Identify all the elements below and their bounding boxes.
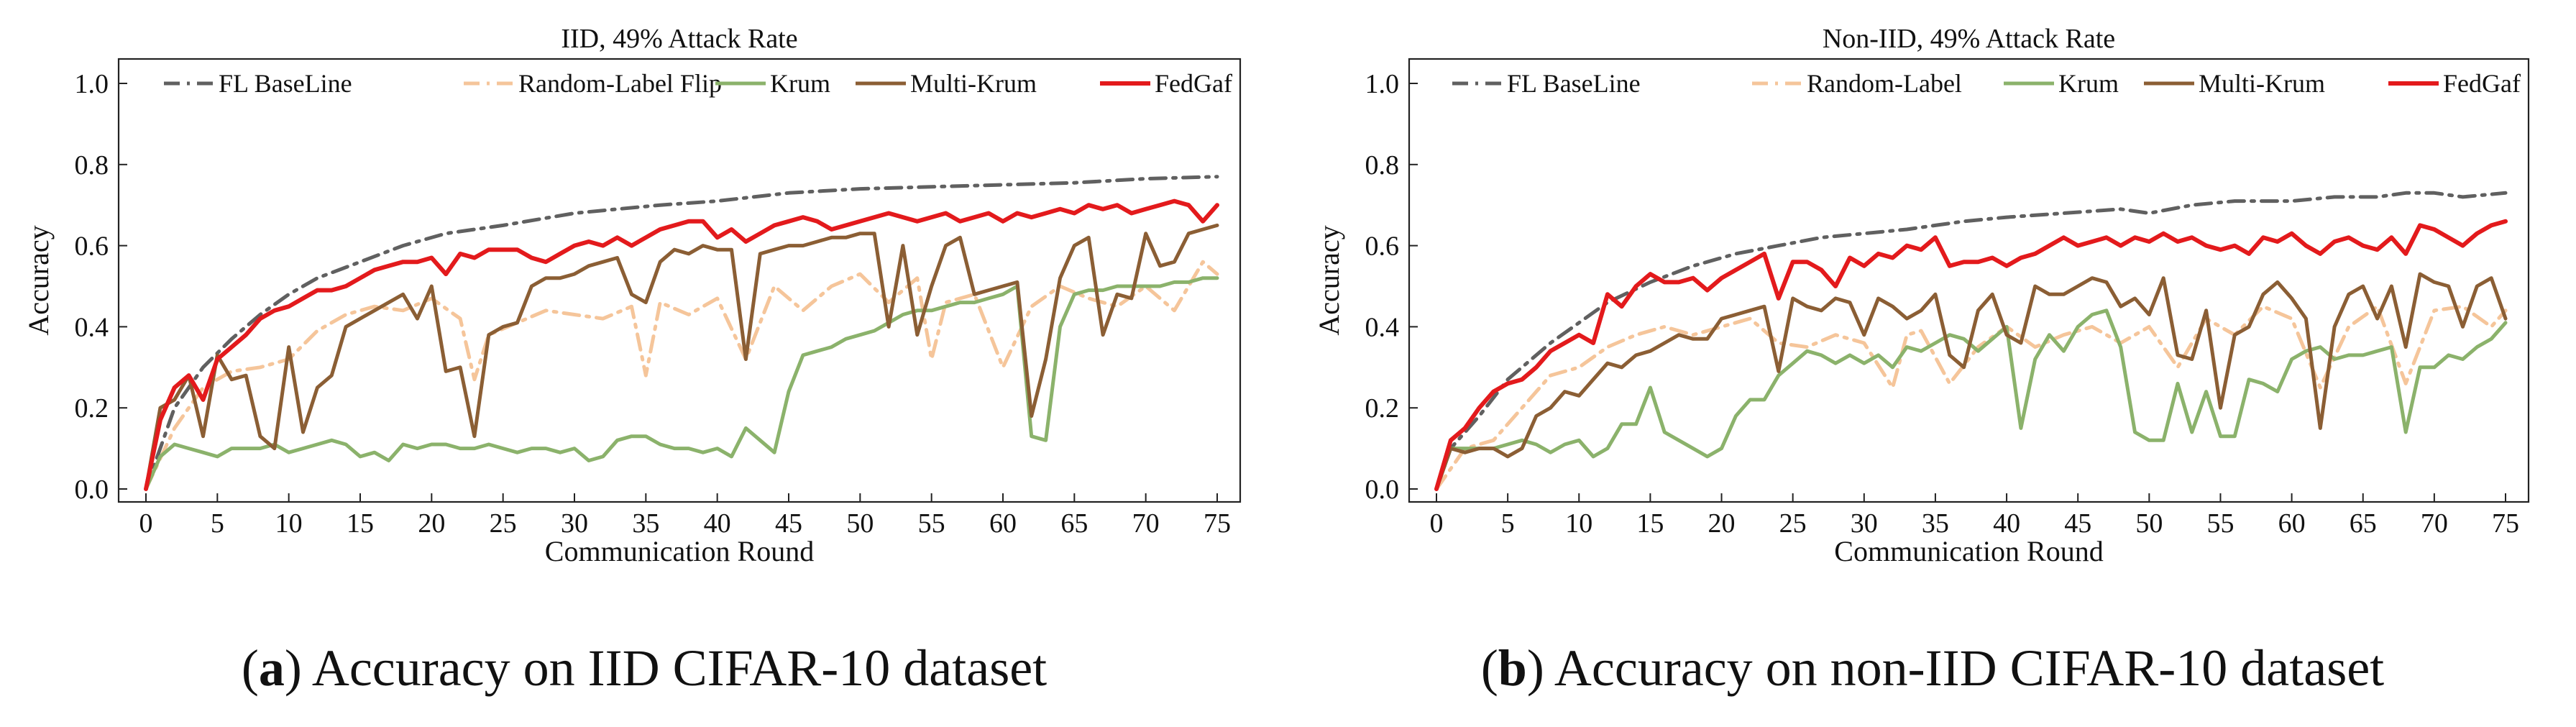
y-tick-label: 1.0 [1365, 69, 1400, 99]
x-axis-label: Communication Round [1834, 535, 2103, 567]
x-tick-label: 30 [561, 508, 588, 539]
y-tick-label: 0.2 [1365, 393, 1400, 424]
caption-letter: b [1498, 639, 1527, 697]
x-tick-label: 25 [490, 508, 517, 539]
series-line-multi-krum [144, 223, 1219, 491]
y-tick-label: 0.4 [75, 312, 109, 342]
chart-panel-non-iid: Non-IID, 49% Attack Rate 0.0 0.2 0.4 0.6 0.8 1… [1288, 0, 2576, 727]
x-tick-label: 40 [704, 508, 731, 539]
x-tick-label: 50 [2135, 508, 2163, 539]
series-line-fedgaf [144, 198, 1219, 491]
y-tick-label: 0.8 [1365, 150, 1400, 180]
y-tick-label: 0.6 [1365, 232, 1400, 262]
legend-label-multi-krum: Multi-Krum [2199, 69, 2325, 98]
y-tick-label: 0.2 [75, 393, 109, 424]
caption-letter: a [258, 639, 285, 697]
caption-a: (a) Accuracy on IID CIFAR-10 dataset [241, 639, 1048, 697]
x-tick-label: 15 [347, 508, 374, 539]
plot-frame [117, 58, 1242, 503]
series-line-fl-baseline [1434, 191, 2508, 491]
legend-label-krum: Krum [2058, 69, 2119, 98]
y-tick-label: 1.0 [75, 69, 109, 99]
x-tick-label: 60 [989, 508, 1017, 539]
x-tick-label: 10 [1565, 508, 1592, 539]
chart-title: IID, 49% Attack Rate [561, 24, 797, 54]
x-tick-label: 50 [846, 508, 874, 539]
x-tick-label: 70 [2421, 508, 2448, 539]
x-tick-label: 65 [2350, 508, 2377, 539]
y-axis-label: Accuracy [22, 225, 55, 335]
y-tick-label: 0.4 [1365, 312, 1400, 342]
legend-label-random-label: Random-Label [1807, 69, 1962, 98]
y-tick-label: 0.0 [1365, 475, 1400, 505]
legend-label-fedgaf: FedGaf [1155, 69, 1232, 98]
x-axis-label: Communication Round [545, 535, 814, 567]
x-tick-label: 60 [2278, 508, 2306, 539]
y-tick-label: 0.8 [75, 150, 109, 180]
x-tick-label: 25 [1779, 508, 1807, 539]
x-tick-label: 0 [139, 508, 153, 539]
caption-text: Accuracy on IID CIFAR-10 dataset [311, 639, 1048, 697]
x-tick-label: 15 [1636, 508, 1664, 539]
y-tick-label: 0.0 [75, 475, 109, 505]
series-line-fedgaf [1434, 219, 2508, 491]
chart-iid: IID, 49% Attack Rate 0.0 0.2 0.4 0.6 0.8 1.0 0 5… [22, 24, 1242, 567]
chart-title: Non-IID, 49% Attack Rate [1823, 24, 2115, 54]
series-line-multi-krum [1434, 272, 2508, 491]
legend-label-fl-baseline: FL BaseLine [1507, 69, 1641, 98]
x-tick-label: 35 [632, 508, 659, 539]
chart-non-iid: Non-IID, 49% Attack Rate 0.0 0.2 0.4 0.6 0.8 1… [1313, 24, 2530, 567]
x-tick-label: 0 [1430, 508, 1444, 539]
x-tick-label: 20 [1708, 508, 1736, 539]
x-tick-label: 55 [2206, 508, 2234, 539]
x-tick-label: 5 [211, 508, 224, 539]
legend-label-random-label-flip: Random-Label Flip [518, 69, 722, 98]
x-tick-label: 5 [1501, 508, 1515, 539]
x-tick-label: 70 [1132, 508, 1160, 539]
x-tick-label: 65 [1060, 508, 1088, 539]
x-tick-label: 45 [775, 508, 802, 539]
plot-frame [1408, 58, 2530, 503]
x-tick-label: 75 [2492, 508, 2519, 539]
y-tick-label: 0.6 [75, 232, 109, 262]
legend-label-fedgaf: FedGaf [2443, 69, 2521, 98]
caption-text: Accuracy on non-IID CIFAR-10 dataset [1554, 639, 2385, 697]
x-tick-label: 75 [1204, 508, 1231, 539]
x-tick-label: 10 [275, 508, 303, 539]
legend-label-krum: Krum [770, 69, 830, 98]
series-line-fl-baseline [144, 175, 1219, 491]
chart-panel-iid: IID, 49% Attack Rate 0.0 0.2 0.4 0.6 0.8 1.0 0 5… [22, 24, 1242, 697]
legend-label-fl-baseline: FL BaseLine [219, 69, 352, 98]
x-tick-label: 45 [2064, 508, 2091, 539]
x-tick-label: 55 [918, 508, 945, 539]
series-line-krum [144, 276, 1219, 491]
x-tick-label: 35 [1922, 508, 1949, 539]
legend-label-multi-krum: Multi-Krum [910, 69, 1037, 98]
x-tick-label: 20 [418, 508, 445, 539]
y-axis-label: Accuracy [1313, 225, 1345, 335]
caption-b: (b) Accuracy on non-IID CIFAR-10 dataset [1480, 639, 2385, 697]
x-tick-label: 40 [1993, 508, 2020, 539]
x-tick-label: 30 [1851, 508, 1878, 539]
series-line-random-label-flip [144, 260, 1219, 491]
